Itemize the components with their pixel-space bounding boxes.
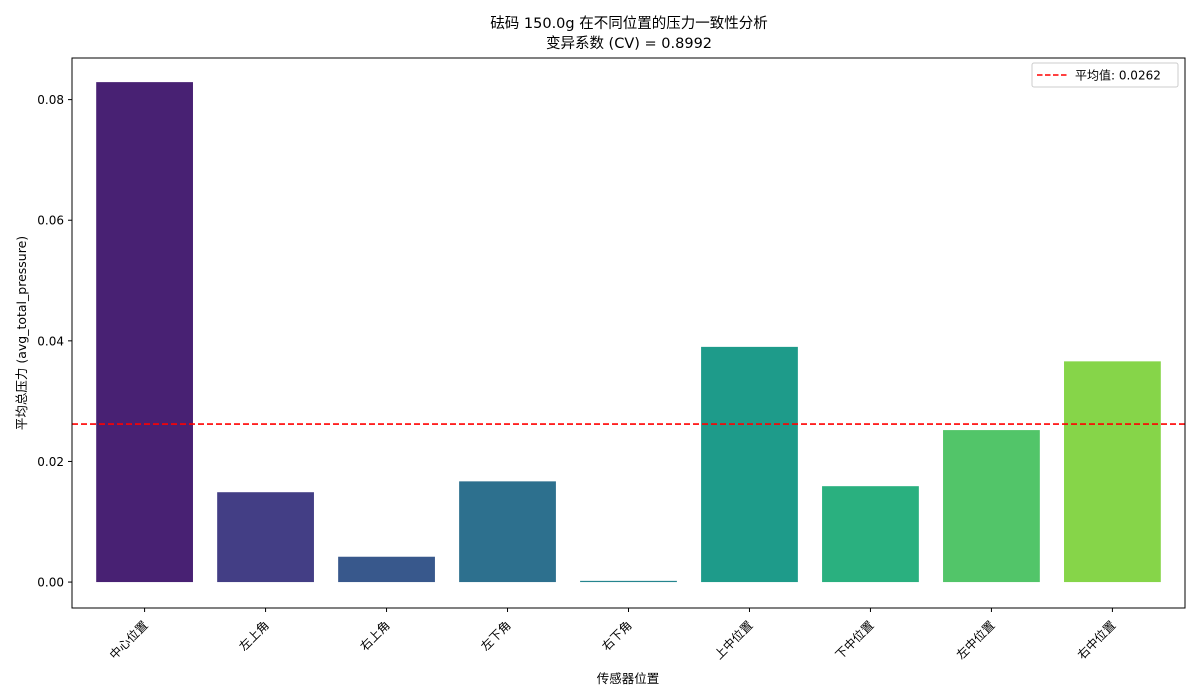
y-tick-label: 0.04 [37, 334, 64, 348]
chart-title: 砝码 150.0g 在不同位置的压力一致性分析 [490, 15, 767, 32]
y-tick-label: 0.00 [37, 576, 64, 590]
bars-layer [96, 82, 1161, 583]
legend-label-mean: 平均值: 0.0262 [1075, 68, 1161, 83]
bar-4 [459, 481, 556, 583]
legend-box [1031, 62, 1179, 88]
bar-1 [96, 82, 193, 583]
bar-3 [338, 556, 435, 583]
bar-7 [822, 486, 919, 583]
bar-8 [943, 430, 1040, 583]
x-axis-label: 传感器位置 [597, 671, 660, 686]
bar-5 [580, 580, 677, 583]
y-tick-label: 0.08 [37, 93, 64, 107]
chart-subtitle: 变异系数 (CV) = 0.8992 [546, 35, 712, 52]
y-axis-label: 平均总压力 (avg_total_pressure) [14, 236, 29, 430]
bar-6 [701, 346, 798, 583]
bar-9 [1064, 361, 1161, 583]
y-tick-label: 0.06 [37, 214, 64, 228]
bar-2 [217, 492, 314, 583]
y-axis: 0.00 0.02 0.04 0.06 0.08 [37, 93, 72, 590]
legend: 平均值: 0.0262 [1031, 62, 1179, 88]
y-tick-label: 0.02 [37, 455, 64, 469]
